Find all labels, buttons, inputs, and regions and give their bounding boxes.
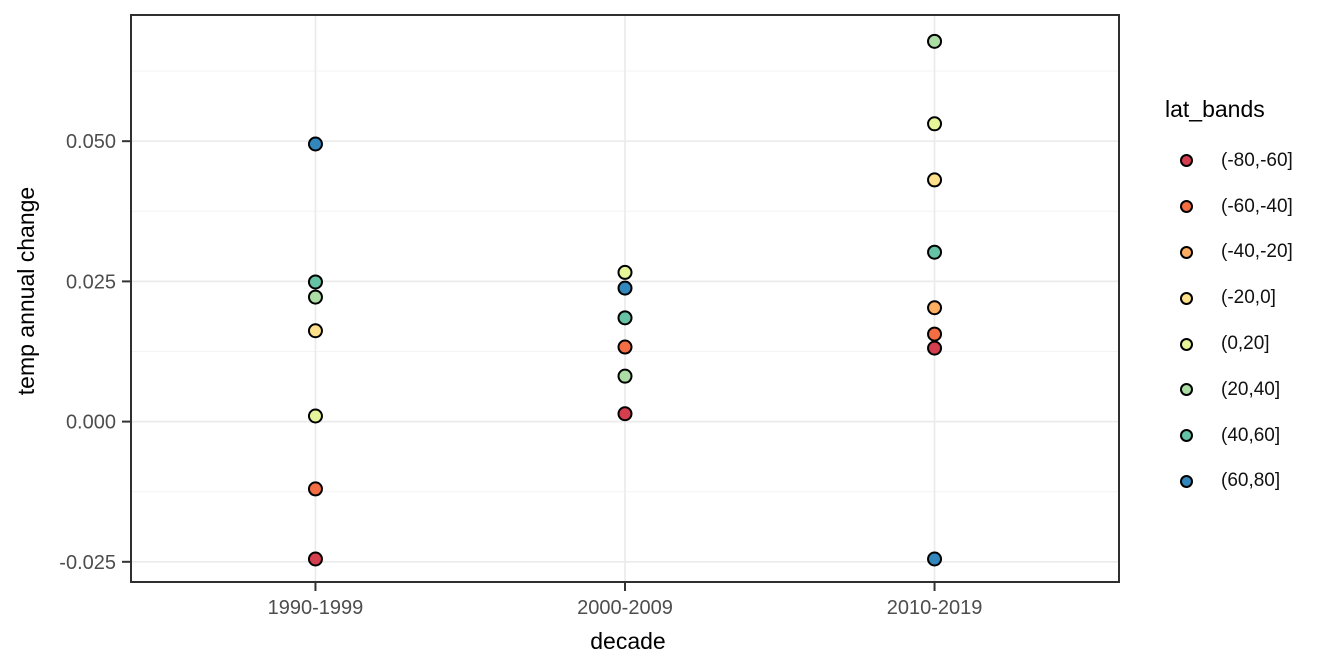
data-point [307, 136, 323, 152]
legend-item-label: (60,80] [1221, 470, 1281, 492]
x-tick-label: 2010-2019 [887, 597, 983, 619]
legend-swatch-icon [1180, 429, 1193, 443]
legend-swatch-icon [1180, 337, 1193, 351]
y-axis-title: temp annual change [13, 186, 39, 396]
data-point [927, 172, 943, 188]
data-point [307, 323, 323, 339]
legend-item-label: (-40,-20] [1221, 241, 1293, 263]
legend-swatch-icon [1180, 245, 1193, 259]
data-point [617, 280, 633, 296]
legend-item-label: (-80,-60] [1221, 149, 1293, 171]
y-tick-label: 0.050 [66, 131, 116, 153]
panel-border [130, 14, 1120, 583]
data-point [617, 368, 633, 384]
data-point [307, 551, 323, 567]
legend-swatch-icon [1180, 383, 1193, 397]
legend-item-label: (0,20] [1221, 333, 1270, 355]
data-point [307, 481, 323, 497]
grid-major-lines [131, 15, 1119, 582]
legend-item: (-40,-20] [1150, 230, 1342, 276]
data-point [927, 33, 943, 49]
data-point [617, 264, 633, 280]
legend-item-label: (20,40] [1221, 378, 1281, 400]
data-point [307, 408, 323, 424]
legend-item: (20,40] [1150, 367, 1342, 413]
legend-swatch-icon [1180, 291, 1193, 305]
y-tick-label: 0.025 [66, 271, 116, 293]
legend-item-label: (-20,0] [1221, 287, 1276, 309]
data-points [307, 33, 943, 567]
legend-item: (-20,0] [1150, 275, 1342, 321]
data-point [927, 551, 943, 567]
legend-swatch-icon [1180, 154, 1193, 168]
axis-tick-labels: 0.050 0.025 0.000 -0.025 1990-1999 2000-2009 2… [59, 131, 982, 619]
y-tick-label: 0.000 [66, 412, 116, 434]
data-point [617, 406, 633, 422]
data-point [927, 340, 943, 356]
x-tick-label: 2000-2009 [577, 597, 673, 619]
legend-swatch-icon [1180, 200, 1193, 214]
data-point [927, 300, 943, 316]
data-point [617, 310, 633, 326]
data-point [307, 274, 323, 290]
legend-item-label: (-60,-40] [1221, 195, 1293, 217]
legend-item: (-60,-40] [1150, 184, 1342, 230]
legend-item: (60,80] [1150, 459, 1342, 505]
axis-tick-marks [122, 140, 936, 591]
legend-title: lat_bands [1165, 96, 1265, 122]
legend-item: (40,60] [1150, 413, 1342, 459]
data-point [927, 326, 943, 342]
legend-swatch-icon [1180, 474, 1193, 488]
data-point [307, 289, 323, 305]
data-point [927, 116, 943, 132]
data-point [617, 339, 633, 355]
x-axis-title: decade [590, 628, 666, 654]
legend: lat_bands (-80,-60] (-60,-40] (-40,-20] … [1150, 96, 1342, 504]
legend-item-label: (40,60] [1221, 424, 1281, 446]
legend-item: (-80,-60] [1150, 138, 1342, 184]
y-tick-label: -0.025 [59, 552, 116, 574]
data-point [927, 244, 943, 260]
x-tick-label: 1990-1999 [268, 597, 364, 619]
legend-item: (0,20] [1150, 321, 1342, 367]
